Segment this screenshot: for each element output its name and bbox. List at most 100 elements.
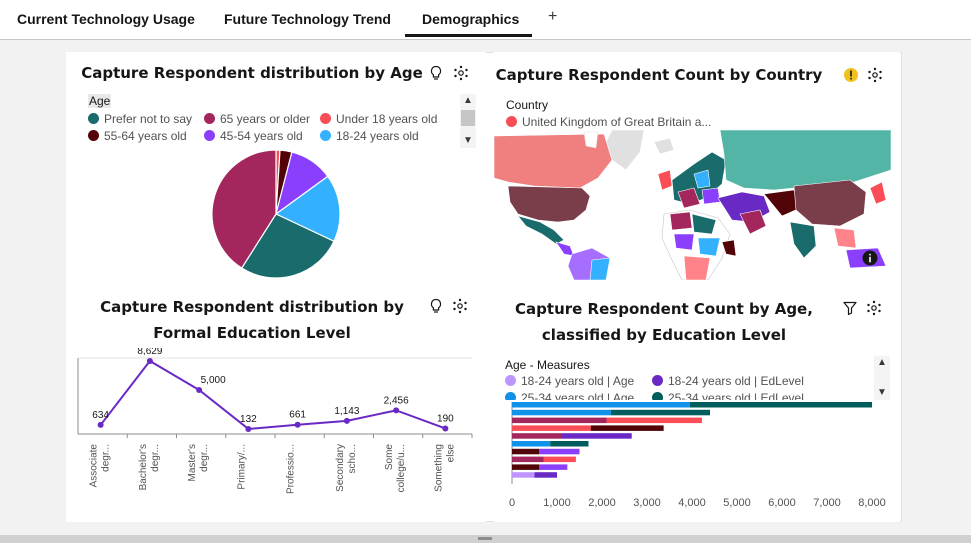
x-tick-label: Master's xyxy=(187,444,198,481)
bar-segment[interactable] xyxy=(590,425,664,431)
legend-swatch xyxy=(204,113,215,124)
bar-segment[interactable] xyxy=(512,472,535,478)
ai-insights-icon[interactable] xyxy=(867,67,883,83)
warning-icon[interactable] xyxy=(843,67,859,83)
legend-swatch xyxy=(652,392,663,400)
data-point[interactable] xyxy=(97,421,104,428)
data-point[interactable] xyxy=(196,387,203,393)
bar-segment[interactable] xyxy=(512,417,607,424)
series-line xyxy=(99,359,446,430)
chevron-down-icon[interactable]: ▼ xyxy=(877,387,887,398)
world-map[interactable] xyxy=(494,130,891,280)
panel-title-line-2: Formal Education Level xyxy=(153,324,351,342)
scrollbar-thumb[interactable] xyxy=(461,110,475,126)
legend-item[interactable]: 25-34 years old | Age xyxy=(505,391,634,400)
x-tick-label: 2,000 xyxy=(588,497,616,509)
x-tick-label: Something xyxy=(433,444,444,492)
legend-swatch xyxy=(505,375,516,386)
data-label: 634 xyxy=(92,410,109,421)
panel-title-line-1: Capture Respondent Count by Age, xyxy=(515,300,813,318)
legend-item[interactable]: Prefer not to say xyxy=(88,112,192,126)
data-point[interactable] xyxy=(393,407,400,414)
bar-segment[interactable] xyxy=(561,433,632,439)
bar-segment[interactable] xyxy=(512,464,539,470)
pie-slice[interactable] xyxy=(274,175,341,243)
panel-age-by-education[interactable]: Capture Respondent Count by Age, classif… xyxy=(494,288,900,522)
legend-swatch xyxy=(320,130,331,141)
lightbulb-icon[interactable] xyxy=(428,298,444,314)
pie-slice[interactable] xyxy=(240,213,335,279)
tab-current-technology-usage[interactable]: Current Technology Usage xyxy=(17,11,195,27)
chevron-up-icon[interactable]: ▲ xyxy=(463,95,473,106)
legend-item[interactable]: Under 18 years old xyxy=(320,112,437,126)
bar-segment[interactable] xyxy=(689,402,872,408)
ai-insights-icon[interactable] xyxy=(866,300,882,316)
bar-segment[interactable] xyxy=(539,464,568,470)
chevron-down-icon[interactable]: ▼ xyxy=(463,135,473,146)
chevron-up-icon[interactable]: ▲ xyxy=(877,357,887,368)
data-label: 8,629 xyxy=(137,348,162,357)
x-tick-label: 0 xyxy=(509,497,515,509)
bar-segment[interactable] xyxy=(550,441,589,447)
legend-item[interactable]: 65 years or older xyxy=(204,112,310,126)
bar-segment[interactable] xyxy=(512,425,591,431)
x-tick-label: Associate xyxy=(89,444,100,488)
lightbulb-icon[interactable] xyxy=(428,65,444,81)
add-tab-button[interactable]: + xyxy=(548,8,558,25)
legend-item[interactable]: 18-24 years old | Age xyxy=(505,374,634,388)
bar-segment[interactable] xyxy=(512,409,611,416)
x-tick-label: 6,000 xyxy=(768,497,796,509)
info-icon[interactable] xyxy=(862,250,878,266)
bar-segment[interactable] xyxy=(512,448,539,455)
data-point[interactable] xyxy=(343,417,350,424)
bar-segment[interactable] xyxy=(512,433,562,439)
data-point[interactable] xyxy=(294,421,301,428)
legend-item[interactable]: 45-54 years old xyxy=(204,129,303,143)
resize-handle[interactable] xyxy=(478,537,492,540)
legend-scrollbar[interactable]: ▲ ▼ xyxy=(874,356,890,400)
legend-swatch xyxy=(506,116,517,127)
bar-segment[interactable] xyxy=(512,441,551,447)
ai-insights-icon[interactable] xyxy=(453,65,469,81)
legend-scrollbar[interactable]: ▲ ▼ xyxy=(460,94,476,148)
panel-title-line-2: classified by Education Level xyxy=(541,326,787,344)
x-tick-label: Bachelor's xyxy=(138,444,149,490)
pie-slice[interactable] xyxy=(211,149,277,269)
bar-segment[interactable] xyxy=(543,456,576,463)
panel-country-count[interactable]: Capture Respondent Count by Country Coun… xyxy=(494,52,900,282)
x-tick-label: 1,000 xyxy=(543,497,571,509)
bar-segment[interactable] xyxy=(606,417,702,424)
panel-education-distribution[interactable]: Capture Respondent distribution by Forma… xyxy=(66,288,486,522)
tab-bar: Current Technology Usage Future Technolo… xyxy=(0,0,971,40)
tab-future-technology-trend[interactable]: Future Technology Trend xyxy=(224,11,391,27)
filter-icon[interactable] xyxy=(842,300,858,316)
legend-item[interactable]: 18-24 years old | EdLevel xyxy=(652,374,804,388)
bar-segment[interactable] xyxy=(611,409,710,416)
legend-swatch xyxy=(652,375,663,386)
legend-item[interactable]: United Kingdom of Great Britain a... xyxy=(506,115,711,129)
x-tick-label: else xyxy=(445,444,456,463)
panel-title: Capture Respondent Count by Country xyxy=(495,66,823,84)
bar-segment[interactable] xyxy=(512,402,690,408)
bar-segment[interactable] xyxy=(539,448,580,455)
bar-segment[interactable] xyxy=(534,472,558,478)
panel-age-distribution[interactable]: Capture Respondent distribution by Age A… xyxy=(66,52,486,288)
legend-item[interactable]: 18-24 years old xyxy=(320,129,419,143)
legend-item[interactable]: 25-34 years old | EdLevel xyxy=(652,391,804,400)
legend-title: Country xyxy=(506,98,549,112)
legend-swatch xyxy=(88,130,99,141)
x-tick-label: 8,000 xyxy=(858,497,886,509)
data-point[interactable] xyxy=(245,425,252,432)
tab-demographics[interactable]: Demographics xyxy=(422,11,520,27)
legend-swatch xyxy=(320,113,331,124)
data-point[interactable] xyxy=(146,357,153,364)
ai-insights-icon[interactable] xyxy=(452,298,468,314)
x-tick-label: degr... xyxy=(150,444,161,472)
legend-item[interactable]: 55-64 years old xyxy=(88,129,187,143)
bar-segment[interactable] xyxy=(512,456,544,463)
legend-swatch xyxy=(505,392,516,400)
x-tick-label: Some xyxy=(384,444,395,471)
data-label: 5,000 xyxy=(201,375,226,386)
data-point[interactable] xyxy=(442,425,449,432)
